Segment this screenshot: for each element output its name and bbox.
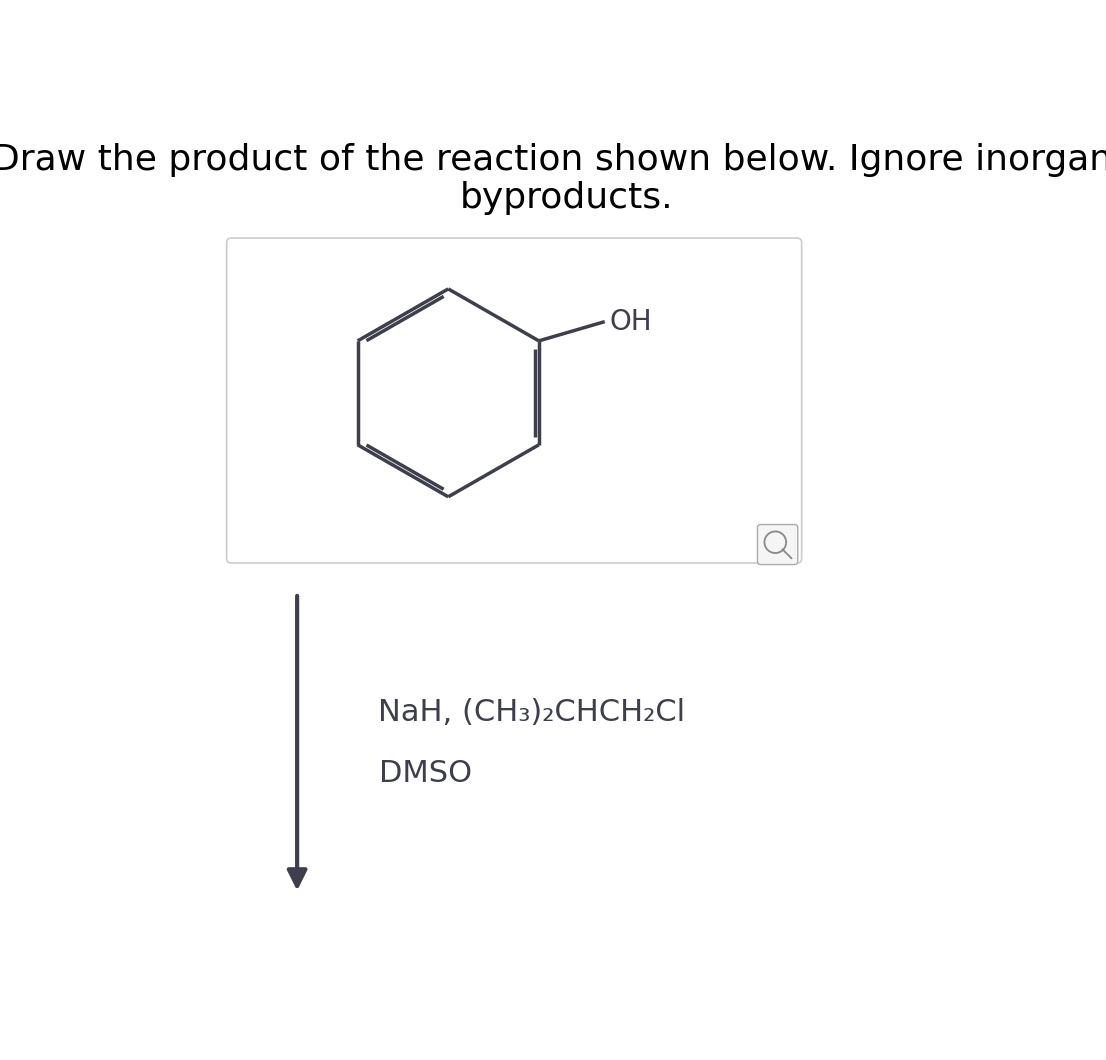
Text: Draw the product of the reaction shown below. Ignore inorganic: Draw the product of the reaction shown b…	[0, 143, 1106, 177]
Text: OH: OH	[609, 307, 653, 336]
Text: NaH, (CH₃)₂CHCH₂Cl: NaH, (CH₃)₂CHCH₂Cl	[378, 697, 686, 727]
Text: DMSO: DMSO	[378, 760, 471, 789]
FancyBboxPatch shape	[227, 238, 802, 563]
FancyBboxPatch shape	[758, 525, 797, 565]
Text: byproducts.: byproducts.	[460, 181, 674, 215]
